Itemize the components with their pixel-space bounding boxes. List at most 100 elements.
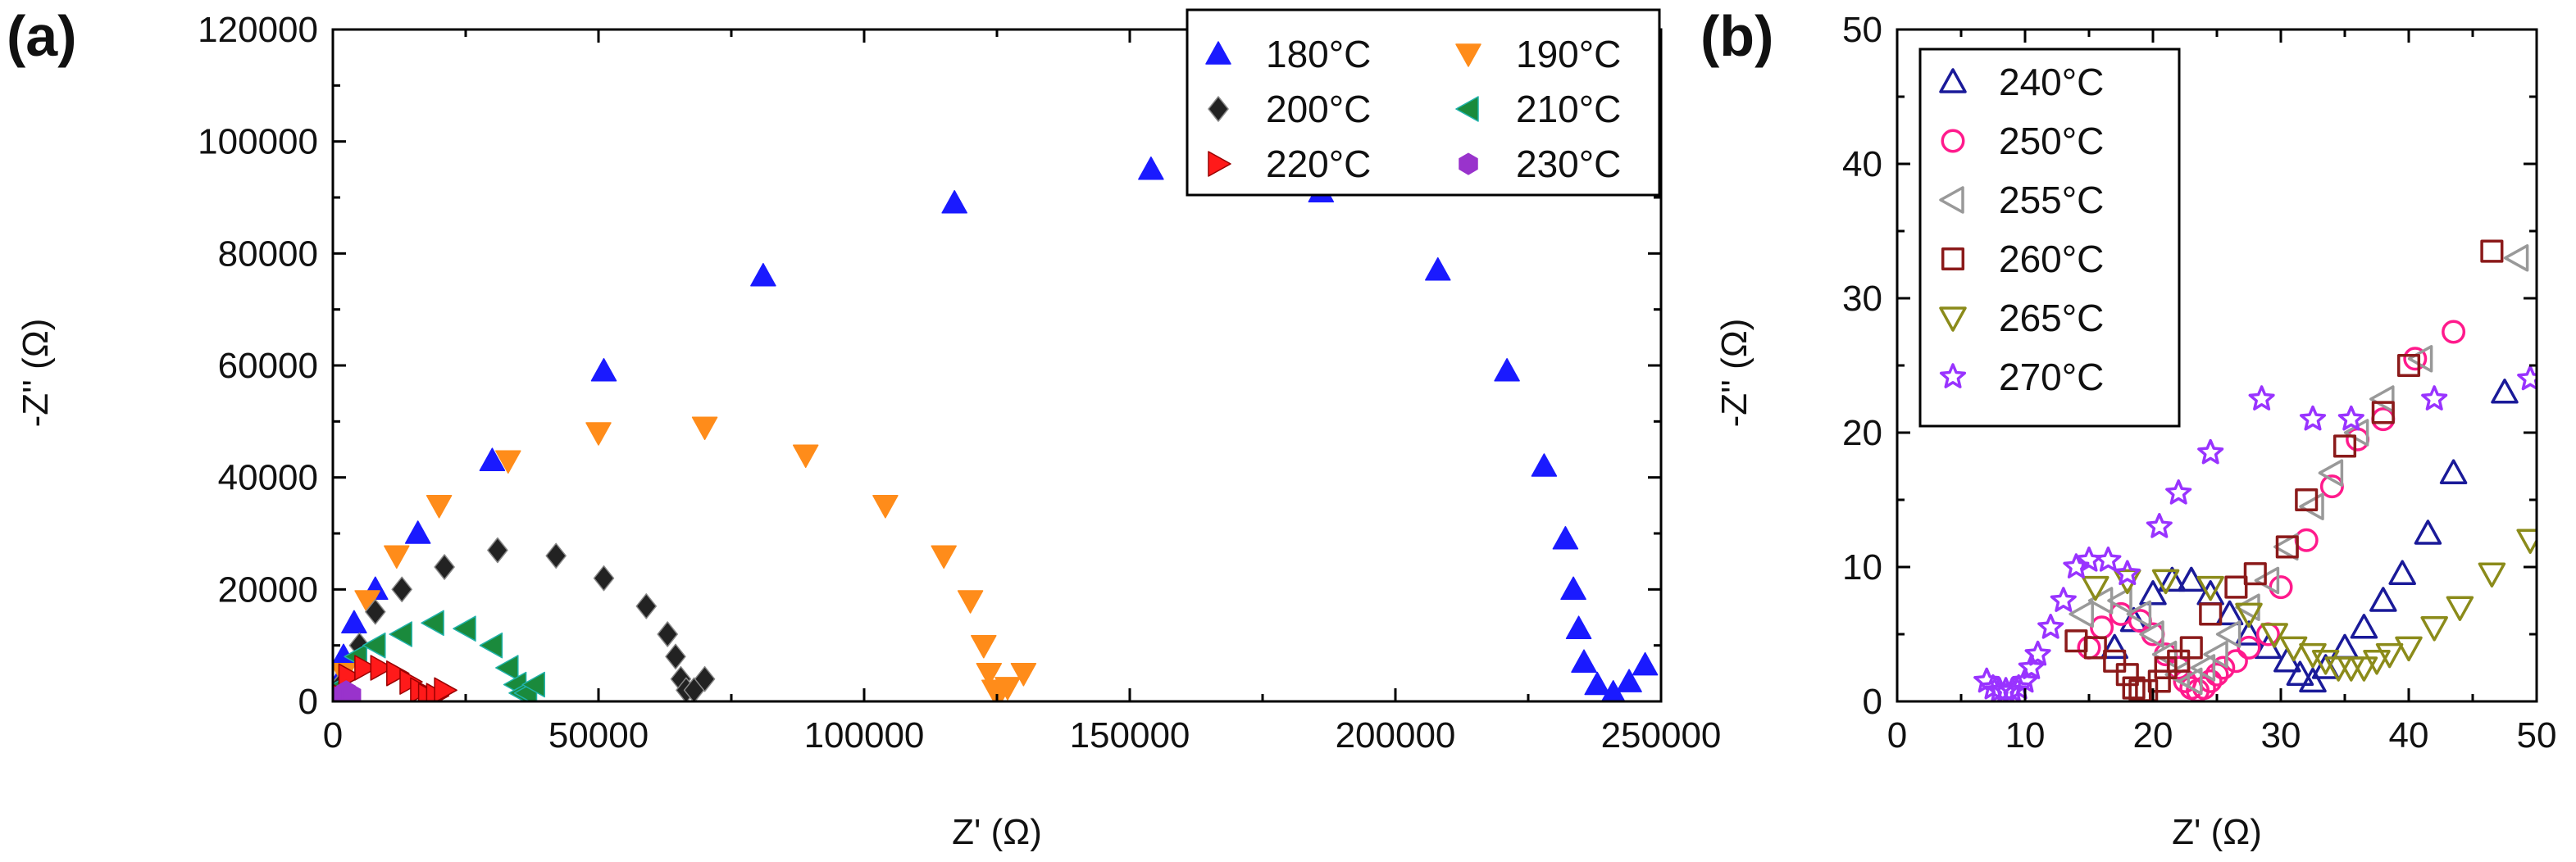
point-b-4-12 bbox=[2363, 650, 2391, 675]
point-b-2-7 bbox=[2178, 667, 2203, 696]
point-a-2-5 bbox=[487, 537, 508, 564]
point-a-0-9 bbox=[1138, 157, 1164, 180]
y-tick-label-b-5: 50 bbox=[1842, 10, 1882, 50]
point-b-3-11 bbox=[2199, 602, 2223, 626]
point-a-1-8 bbox=[872, 495, 899, 519]
point-b-5-15 bbox=[2146, 513, 2173, 538]
point-b-0-6 bbox=[2215, 600, 2244, 626]
legend-label-a-4: 220°C bbox=[1266, 143, 1371, 185]
x-tick-label-b-4: 40 bbox=[2389, 715, 2429, 755]
legend-marker-b-3 bbox=[1941, 247, 1965, 271]
point-b-3-2 bbox=[2103, 649, 2127, 673]
point-b-5-9 bbox=[2037, 614, 2064, 639]
point-b-0-3 bbox=[2158, 566, 2187, 592]
point-b-4-13 bbox=[2375, 642, 2404, 669]
x-tick-label-b-0: 0 bbox=[1887, 715, 1907, 755]
legend-marker-b-1 bbox=[1941, 129, 1965, 153]
point-b-4-14 bbox=[2395, 636, 2423, 662]
legend-marker-b-0 bbox=[1939, 68, 1967, 93]
point-a-3-2 bbox=[362, 632, 386, 659]
x-tick-label-b-3: 30 bbox=[2261, 715, 2301, 755]
point-b-4-11 bbox=[2350, 656, 2378, 682]
legend-box-b bbox=[1918, 48, 2181, 428]
point-b-3-1 bbox=[2083, 636, 2107, 660]
legend-marker-b-4 bbox=[1939, 306, 1967, 332]
point-b-1-1 bbox=[2090, 615, 2114, 640]
point-a-0-18 bbox=[1584, 671, 1610, 696]
legend-marker-a-2 bbox=[1208, 96, 1229, 122]
point-b-3-0 bbox=[2064, 629, 2088, 653]
point-b-1-21 bbox=[2371, 407, 2396, 432]
point-b-5-10 bbox=[2050, 587, 2077, 612]
point-b-5-6 bbox=[2011, 667, 2039, 693]
legend-marker-b-5 bbox=[1939, 363, 1967, 388]
point-b-4-15 bbox=[2420, 616, 2448, 642]
point-b-0-0 bbox=[2100, 633, 2128, 660]
point-a-1-9 bbox=[931, 545, 957, 569]
point-b-1-0 bbox=[2077, 635, 2101, 660]
point-b-4-8 bbox=[2311, 650, 2340, 675]
legend-label-b-3: 260°C bbox=[1999, 238, 2104, 280]
point-a-1-2 bbox=[384, 545, 410, 569]
point-a-0-20 bbox=[1616, 669, 1642, 692]
x-tick-label-b-5: 50 bbox=[2517, 715, 2557, 755]
point-a-0-11 bbox=[1425, 257, 1451, 281]
point-b-1-22 bbox=[2403, 347, 2428, 371]
legend-label-a-3: 210°C bbox=[1516, 88, 1621, 130]
point-b-0-2 bbox=[2139, 580, 2167, 606]
point-b-0-4 bbox=[2178, 566, 2205, 592]
point-b-3-14 bbox=[2275, 535, 2299, 559]
series-b-4 bbox=[2082, 529, 2537, 682]
legend-label-a-0: 180°C bbox=[1266, 33, 1371, 75]
point-b-4-7 bbox=[2299, 642, 2327, 669]
point-b-2-17 bbox=[2369, 385, 2395, 413]
legend-marker-a-5 bbox=[1459, 152, 1478, 175]
point-a-4-2 bbox=[354, 655, 378, 681]
y-tick-label-a-3: 60000 bbox=[218, 346, 318, 386]
point-a-0-4 bbox=[404, 520, 431, 544]
point-a-2-9 bbox=[657, 621, 678, 647]
panel-b: (b) 0 10 20 30 40 50 0 10 20 30 40 50 Z' (Ω) -Z'' … bbox=[1700, 4, 2556, 852]
point-b-5-13 bbox=[2095, 547, 2122, 572]
point-b-4-5 bbox=[2260, 623, 2288, 648]
point-a-0-7 bbox=[750, 262, 776, 287]
point-a-0-16 bbox=[1565, 615, 1592, 639]
point-b-0-19 bbox=[2491, 379, 2519, 404]
point-b-1-18 bbox=[2294, 528, 2319, 552]
point-a-3-11 bbox=[521, 671, 545, 698]
legend-marker-a-4 bbox=[1208, 151, 1231, 177]
point-b-3-18 bbox=[2396, 353, 2421, 378]
y-tick-label-a-0: 0 bbox=[298, 682, 318, 722]
point-b-4-2 bbox=[2151, 569, 2180, 595]
point-a-3-5 bbox=[453, 615, 476, 642]
y-tick-label-b-0: 0 bbox=[1863, 682, 1882, 722]
point-b-5-19 bbox=[2299, 405, 2327, 431]
legend-label-a-5: 230°C bbox=[1516, 143, 1621, 185]
point-a-0-6 bbox=[590, 358, 617, 382]
point-a-1-4 bbox=[495, 450, 521, 474]
panel-a: (a) 0 20000 40000 60000 80000 100000 120000 0 5… bbox=[7, 4, 1721, 852]
point-b-2-4 bbox=[2139, 620, 2164, 648]
point-a-2-3 bbox=[391, 576, 412, 603]
series-a-5 bbox=[333, 680, 362, 701]
point-b-4-10 bbox=[2337, 656, 2365, 682]
panel-b-legend: 240°C 250°C 255°C 260°C 265°C 270°C bbox=[1918, 48, 2181, 428]
point-b-3-15 bbox=[2295, 488, 2319, 512]
point-b-2-18 bbox=[2407, 345, 2433, 373]
point-a-1-16 bbox=[1010, 663, 1037, 687]
panel-b-y-axis-title: -Z'' (Ω) bbox=[1714, 319, 1755, 428]
legend-label-a-1: 190°C bbox=[1516, 33, 1621, 75]
point-b-0-16 bbox=[2388, 560, 2416, 585]
point-b-0-7 bbox=[2235, 620, 2263, 646]
point-b-0-14 bbox=[2350, 614, 2378, 639]
point-b-4-4 bbox=[2235, 602, 2263, 628]
legend-box-a bbox=[1186, 8, 1661, 197]
point-b-3-4 bbox=[2122, 676, 2146, 700]
point-b-4-0 bbox=[2082, 575, 2109, 601]
point-a-0-21 bbox=[1632, 651, 1659, 676]
point-b-0-17 bbox=[2414, 519, 2442, 545]
y-tick-label-a-1: 20000 bbox=[218, 569, 318, 610]
point-b-4-16 bbox=[2446, 596, 2474, 621]
panel-b-x-axis-title: Z' (Ω) bbox=[2172, 812, 2262, 852]
point-b-2-19 bbox=[2503, 244, 2529, 272]
